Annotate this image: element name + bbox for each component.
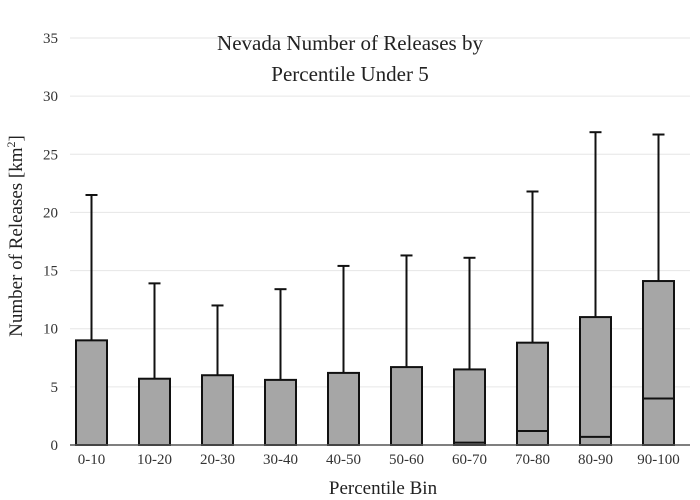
y-tick-label: 0 bbox=[51, 438, 59, 454]
x-tick-label: 80-90 bbox=[578, 452, 613, 468]
x-tick-label: 60-70 bbox=[452, 452, 487, 468]
box-80-90 bbox=[579, 131, 612, 447]
y-axis-label-close: ] bbox=[6, 135, 27, 141]
y-axis-label-main: Number of Releases [km bbox=[6, 147, 27, 337]
y-tick-label: 10 bbox=[43, 322, 58, 338]
x-axis-ticks: 0-10 10-20 20-30 30-40 40-50 50-60 60-70 70-80 8… bbox=[78, 452, 680, 468]
chart-title-line-2: Percentile Under 5 bbox=[271, 62, 428, 86]
y-tick-label: 25 bbox=[43, 147, 58, 163]
y-axis-label: Number of Releases [km2] bbox=[4, 135, 27, 337]
box-70-80 bbox=[516, 190, 549, 447]
y-tick-label: 20 bbox=[43, 205, 58, 221]
box-iqr bbox=[579, 316, 612, 447]
chart-title-line-1: Nevada Number of Releases by bbox=[217, 31, 483, 55]
box-30-40 bbox=[264, 288, 297, 447]
box-iqr bbox=[453, 368, 486, 446]
x-tick-label: 0-10 bbox=[78, 452, 106, 468]
box-series bbox=[75, 131, 675, 447]
y-tick-label: 30 bbox=[43, 89, 58, 105]
y-axis-label-superscript: 2 bbox=[4, 141, 18, 147]
x-tick-label: 50-60 bbox=[389, 452, 424, 468]
box-iqr bbox=[390, 366, 423, 446]
x-tick-label: 70-80 bbox=[515, 452, 550, 468]
x-tick-label: 90-100 bbox=[637, 452, 680, 468]
x-tick-label: 30-40 bbox=[263, 452, 298, 468]
x-axis-label: Percentile Bin bbox=[329, 478, 438, 499]
box-10-20 bbox=[138, 282, 171, 446]
y-tick-label: 5 bbox=[51, 380, 59, 396]
x-tick-label: 40-50 bbox=[326, 452, 361, 468]
box-iqr bbox=[327, 371, 360, 447]
y-axis-ticks: 0 5 10 15 20 25 30 35 bbox=[43, 31, 58, 454]
box-90-100 bbox=[642, 133, 675, 446]
box-iqr bbox=[516, 341, 549, 447]
gridlines bbox=[70, 37, 690, 388]
box-iqr bbox=[75, 339, 108, 447]
box-0-10 bbox=[75, 193, 108, 447]
y-tick-label: 35 bbox=[43, 31, 58, 47]
x-tick-label: 10-20 bbox=[137, 452, 172, 468]
x-tick-label: 20-30 bbox=[200, 452, 235, 468]
box-iqr bbox=[264, 378, 297, 447]
box-iqr bbox=[138, 377, 171, 446]
box-iqr bbox=[642, 280, 675, 446]
box-iqr bbox=[201, 374, 234, 447]
box-20-30 bbox=[201, 304, 234, 447]
box-50-60 bbox=[390, 254, 423, 446]
box-60-70 bbox=[453, 256, 486, 446]
y-tick-label: 15 bbox=[43, 264, 58, 280]
box-40-50 bbox=[327, 264, 360, 447]
